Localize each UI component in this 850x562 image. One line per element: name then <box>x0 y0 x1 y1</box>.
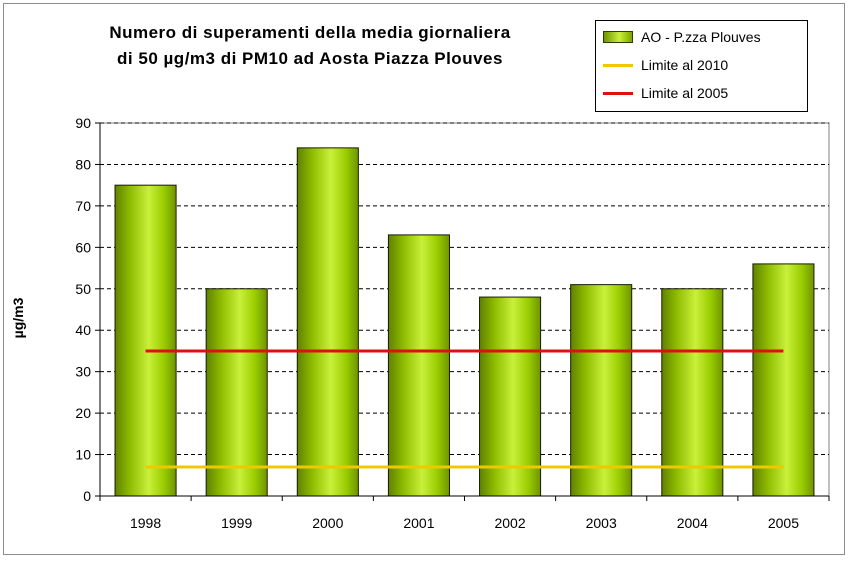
x-tick-label: 2005 <box>768 515 799 531</box>
x-tick-label: 1998 <box>130 515 161 531</box>
y-tick-label: 20 <box>75 405 91 421</box>
chart-title: Numero di superamenti della media giorna… <box>40 20 580 72</box>
legend-swatch-limit-2005 <box>603 91 633 95</box>
x-tick-label: 2001 <box>403 515 434 531</box>
y-tick-label: 50 <box>75 281 91 297</box>
bar-2002 <box>479 296 542 497</box>
x-tick-label: 2004 <box>677 515 708 531</box>
x-tick-label: 2000 <box>312 515 343 531</box>
legend-swatch-limit-2010 <box>603 63 633 67</box>
legend-label-limit-2010: Limite al 2010 <box>641 57 729 73</box>
legend-swatch-bar <box>603 31 633 43</box>
x-tick-label: 2002 <box>494 515 525 531</box>
legend-label-limit-2005: Limite al 2005 <box>641 85 729 101</box>
legend-item-limit-2010: Limite al 2010 <box>603 55 728 75</box>
legend-item-bar-series: AO - P.zza Plouves <box>603 27 761 47</box>
bar-2004 <box>661 288 724 497</box>
y-tick-label: 10 <box>75 447 91 463</box>
y-tick-label: 0 <box>83 488 91 504</box>
legend-item-limit-2005: Limite al 2005 <box>603 83 728 103</box>
chart-title-line-1: Numero di superamenti della media giorna… <box>109 23 511 42</box>
bar-2005 <box>752 263 815 497</box>
bar-2000 <box>296 147 359 497</box>
bar-1999 <box>205 288 268 497</box>
y-tick-label: 40 <box>75 322 91 338</box>
bar-2001 <box>387 234 450 497</box>
y-tick-label: 30 <box>75 364 91 380</box>
x-tick-label: 2003 <box>586 515 617 531</box>
bar-1998 <box>114 184 177 497</box>
y-tick-label: 90 <box>75 115 91 131</box>
y-tick-label: 80 <box>75 156 91 172</box>
legend-label-bar-series: AO - P.zza Plouves <box>641 29 761 45</box>
x-tick-label: 1999 <box>221 515 252 531</box>
y-tick-label: 70 <box>75 198 91 214</box>
chart-legend: AO - P.zza Plouves Limite al 2010 Limite… <box>595 20 808 112</box>
bar-2003 <box>570 284 633 497</box>
y-tick-label: 60 <box>75 239 91 255</box>
chart-title-line-2: di 50 µg/m3 di PM10 ad Aosta Piazza Plou… <box>117 49 503 68</box>
